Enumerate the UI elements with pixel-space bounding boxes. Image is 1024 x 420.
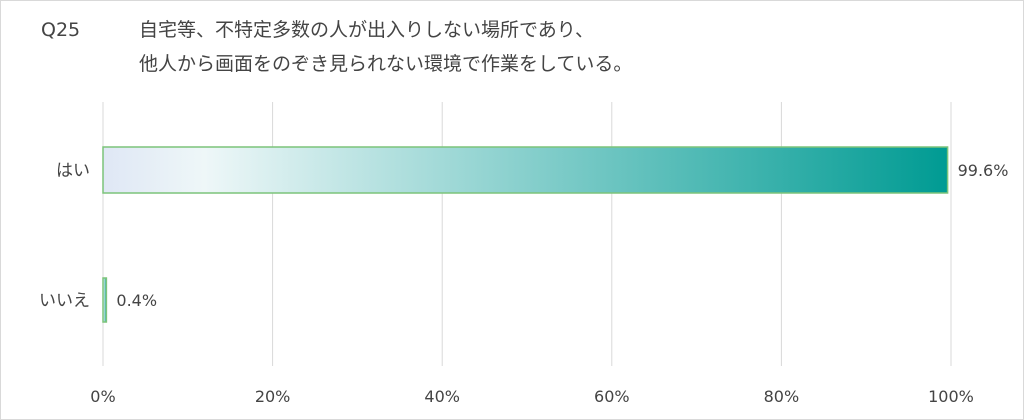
question-text-line1: 自宅等、不特定多数の人が出入りしない場所であり、 bbox=[139, 19, 595, 41]
data-label: 0.4% bbox=[116, 291, 157, 310]
labels: 0% 20% 40% 60% 80% 100% はい 99.6% いいえ 0.4% bbox=[39, 161, 1008, 406]
question-text-line2: 他人から画面をのぞき見られない環境で作業をしている。 bbox=[139, 53, 633, 75]
x-tick-label: 0% bbox=[90, 387, 115, 406]
bars bbox=[102, 146, 949, 323]
x-tick-label: 60% bbox=[594, 387, 630, 406]
x-tick-label: 20% bbox=[255, 387, 291, 406]
category-label: はい bbox=[56, 161, 90, 181]
data-label: 99.6% bbox=[958, 161, 1009, 180]
x-tick-label: 80% bbox=[764, 387, 800, 406]
bar-0 bbox=[102, 146, 949, 194]
category-label: いいえ bbox=[39, 291, 90, 311]
x-tick-label: 40% bbox=[424, 387, 460, 406]
bar-1 bbox=[102, 277, 108, 323]
x-tick-label: 100% bbox=[928, 387, 974, 406]
grid-lines bbox=[102, 102, 952, 366]
question-number: Q25 bbox=[41, 19, 81, 41]
